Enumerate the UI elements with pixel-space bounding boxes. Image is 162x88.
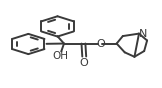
Text: N: N <box>139 29 148 39</box>
Text: OH: OH <box>52 51 68 62</box>
Text: O: O <box>96 39 105 49</box>
Text: O: O <box>80 58 89 68</box>
